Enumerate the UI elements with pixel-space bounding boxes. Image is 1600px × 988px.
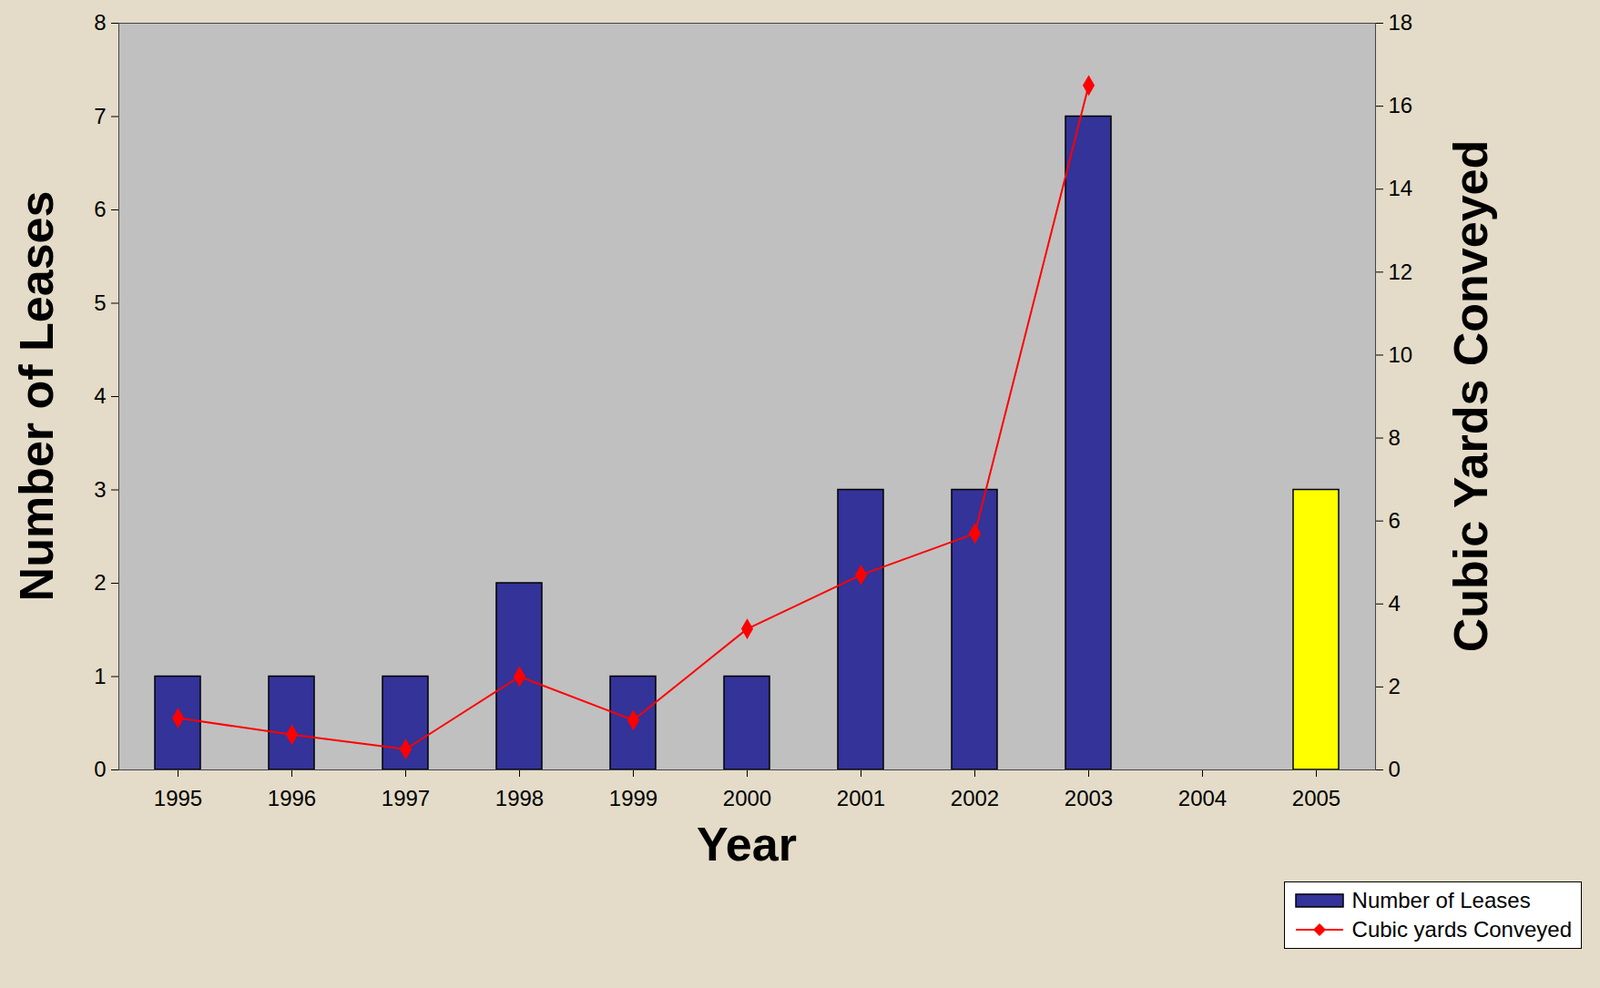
svg-text:2002: 2002 [950,785,999,811]
svg-text:16: 16 [1388,92,1414,118]
html-text:Cubic Yards Conveyed: Cubic Yards Conveyed [1444,139,1498,653]
svg-text:14: 14 [1388,175,1414,201]
html-text:Number of Leases: Number of Leases [10,190,63,602]
svg-text:4: 4 [93,383,106,408]
svg-text:2: 2 [93,570,106,595]
svg-text:2001: 2001 [836,785,886,811]
svg-text:18: 18 [1388,10,1414,35]
html-text:Year: Year [696,817,797,871]
svg-text:3: 3 [93,477,106,502]
svg-text:2005: 2005 [1292,785,1341,811]
svg-text:5: 5 [93,290,106,316]
svg-text:6: 6 [1388,508,1401,533]
svg-text:8: 8 [1388,425,1401,450]
svg-text:2003: 2003 [1064,785,1113,811]
svg-text:1996: 1996 [267,785,316,811]
svg-text:0: 0 [93,756,106,782]
svg-text:2: 2 [1388,673,1401,699]
svg-text:7: 7 [93,103,106,129]
svg-text:8: 8 [93,10,106,35]
svg-text:1998: 1998 [495,785,544,811]
svg-text:10: 10 [1388,342,1414,367]
svg-text:1997: 1997 [381,785,430,811]
svg-text:1: 1 [93,663,106,689]
svg-text:12: 12 [1388,259,1414,285]
svg-text:2004: 2004 [1178,785,1227,811]
svg-text:2000: 2000 [723,785,772,811]
svg-text:1999: 1999 [609,785,658,811]
svg-text:0: 0 [1388,756,1401,782]
html-text:Number of Leases: Number of Leases [1351,887,1531,913]
svg-text:4: 4 [1388,591,1401,616]
html-text:Cubic yards Conveyed: Cubic yards Conveyed [1351,917,1572,942]
svg-text:1995: 1995 [153,785,203,811]
svg-text:6: 6 [93,196,106,222]
